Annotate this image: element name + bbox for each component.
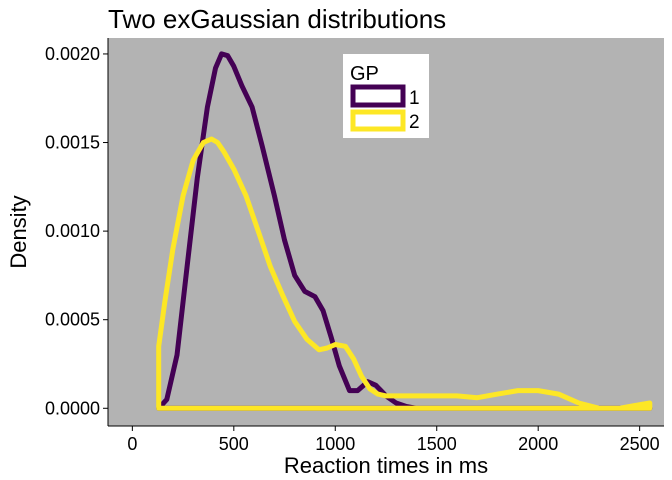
- y-tick-label: 0.0010: [45, 221, 100, 241]
- legend-key-2: [350, 109, 406, 132]
- x-tick-label: 0: [127, 434, 137, 454]
- y-tick-label: 0.0000: [45, 398, 100, 418]
- legend-label-2: 2: [409, 112, 420, 133]
- legend-key-1: [350, 84, 406, 108]
- legend-background: [343, 54, 429, 138]
- x-tick-label: 1000: [315, 434, 355, 454]
- x-tick-label: 2000: [518, 434, 558, 454]
- legend-title: GP: [350, 63, 379, 85]
- y-tick-label: 0.0020: [45, 44, 100, 64]
- y-axis-ticks: 0.0000 0.0005 0.0010 0.0015 0.0020: [45, 44, 108, 418]
- x-tick-label: 500: [219, 434, 249, 454]
- x-tick-label: 2500: [620, 434, 660, 454]
- y-tick-label: 0.0005: [45, 310, 100, 330]
- legend-label-1: 1: [409, 88, 420, 109]
- density-curve-2: [156, 136, 653, 411]
- density-curves: [156, 51, 653, 411]
- x-tick-label: 1500: [417, 434, 457, 454]
- x-axis-title: Reaction times in ms: [284, 453, 488, 478]
- chart-title: Two exGaussian distributions: [108, 4, 446, 34]
- y-tick-label: 0.0015: [45, 133, 100, 153]
- x-axis-ticks: 0 500 1000 1500 2000 2500: [127, 426, 660, 454]
- y-axis-title: Density: [6, 195, 31, 268]
- legend: GP 1 2: [343, 54, 429, 138]
